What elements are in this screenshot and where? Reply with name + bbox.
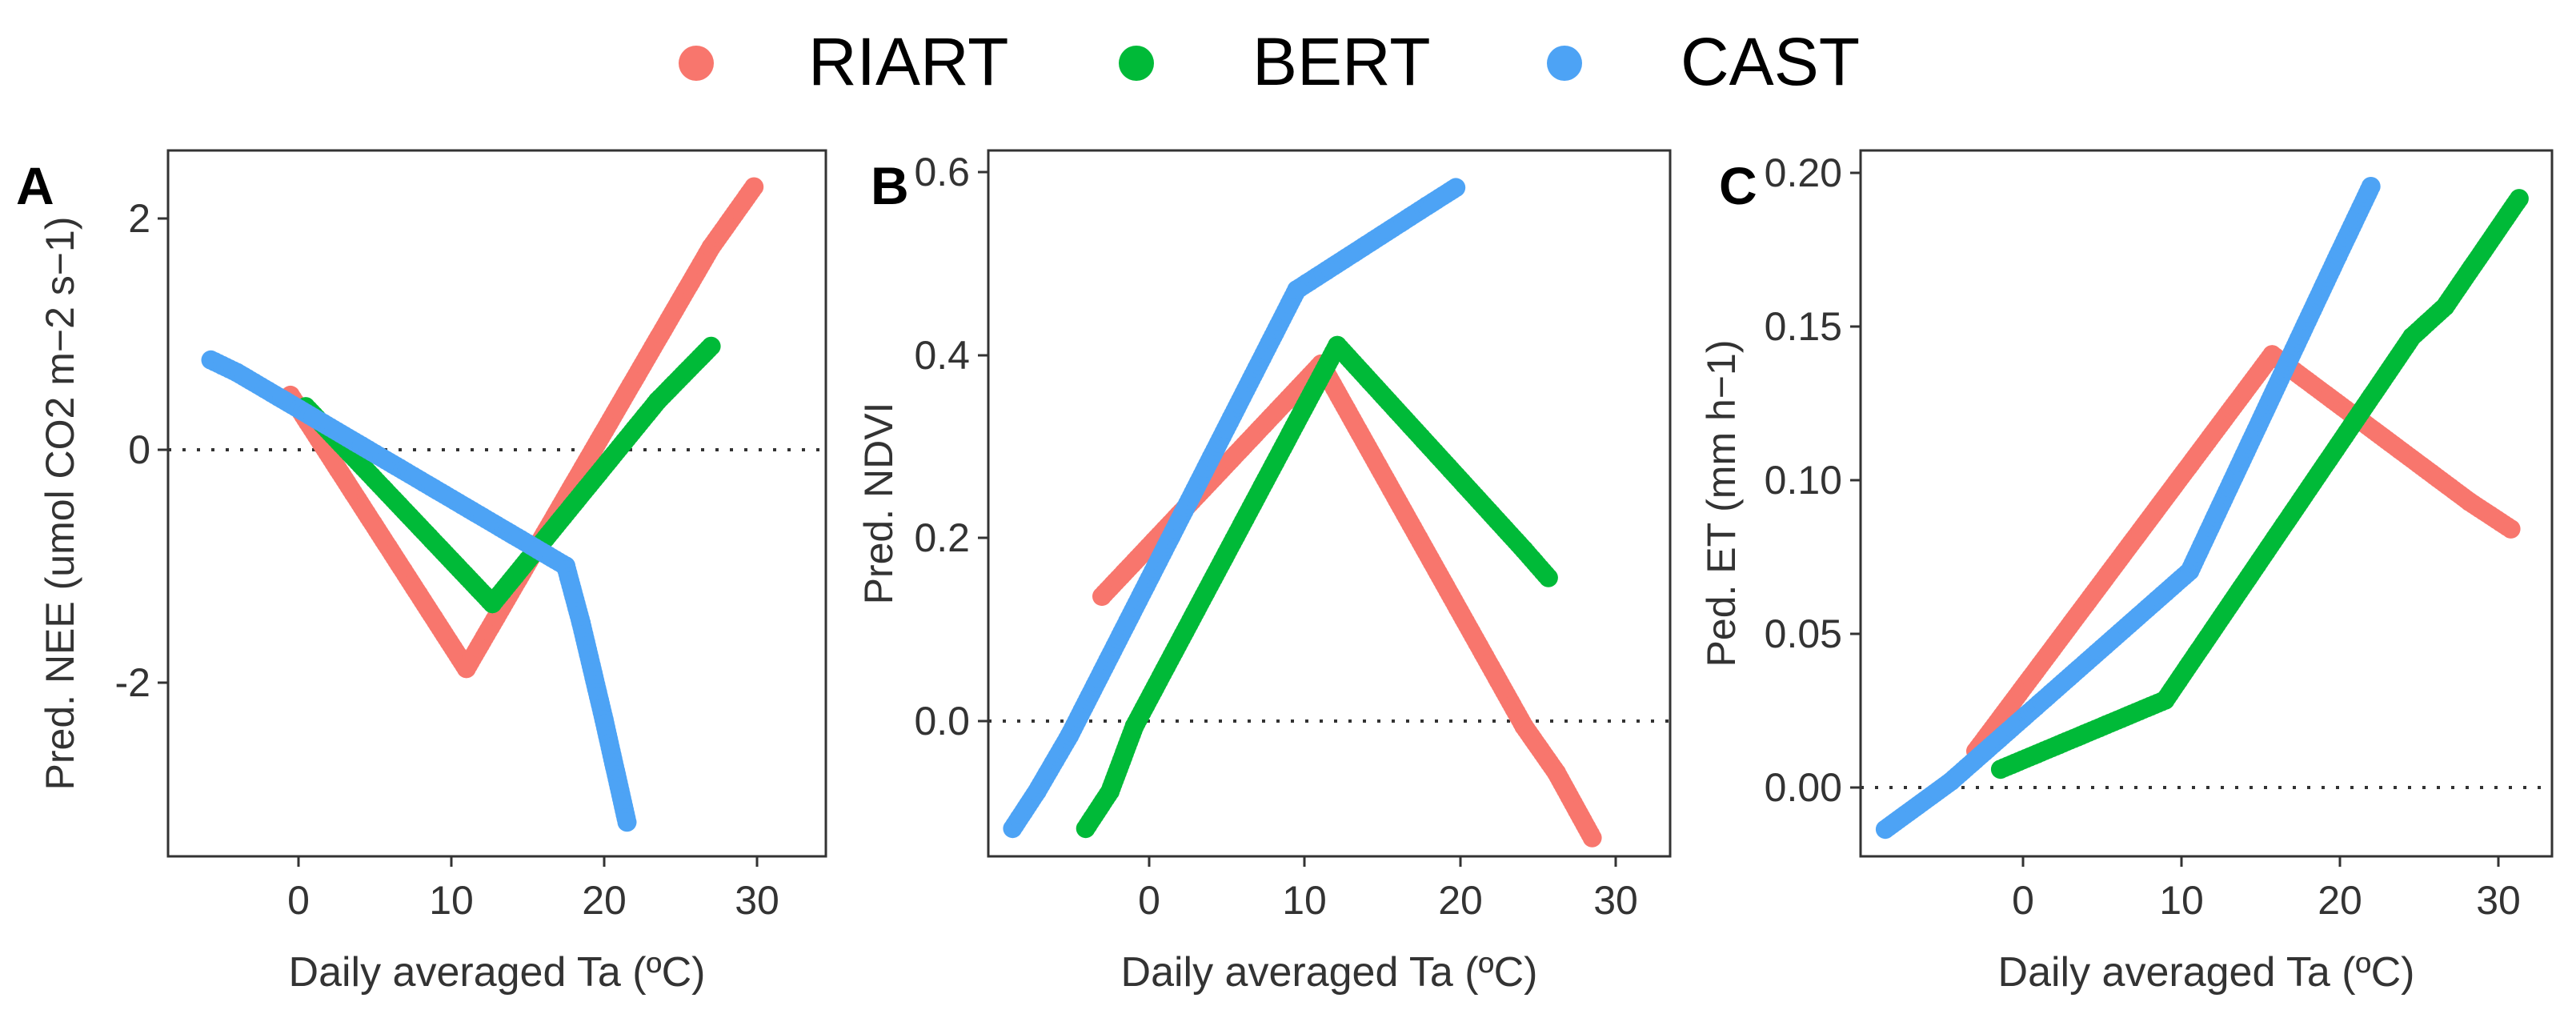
- tick-label-y: 0.2: [914, 515, 970, 560]
- panel-b-letter: B: [871, 156, 909, 215]
- panel-a-x-label: Daily averaged Ta (ºC): [289, 949, 706, 996]
- tick-label-y: 0.6: [914, 150, 970, 194]
- tick-label-x: 20: [2318, 878, 2362, 923]
- tick-label-y: 0.00: [1765, 765, 1842, 810]
- data-point: [2509, 189, 2529, 209]
- tick-label-x: 10: [2159, 878, 2204, 923]
- panel-a-letter: A: [16, 156, 54, 215]
- panel-a-y-label: Pred. NEE (umol CO2 m−2 s−1): [38, 217, 82, 791]
- panel-c: C 0 10 20 30 0.00 0.05 0.10 0.15 0.20 Da…: [1699, 149, 2554, 996]
- series-riart: [1092, 354, 1602, 848]
- tick-label-x: 0: [287, 878, 310, 923]
- tick-label-y: -2: [115, 660, 150, 705]
- series-cast: [1003, 178, 1466, 839]
- data-point: [617, 812, 637, 832]
- tick-label-y: 0.10: [1765, 458, 1842, 503]
- panel-c-y-ticks: 0.00 0.05 0.10 0.15 0.20: [1765, 150, 1861, 810]
- legend-label-cast: CAST: [1681, 24, 1860, 99]
- tick-label-x: 30: [2476, 878, 2521, 923]
- panel-b: B 0 10 20 30 0.6 0.4 0.2 0.0 Daily avera…: [856, 149, 1672, 996]
- tick-label-y: 2: [128, 196, 150, 241]
- data-point: [744, 177, 764, 197]
- tick-label-x: 10: [429, 878, 474, 923]
- data-point: [2361, 177, 2381, 196]
- panel-a-x-ticks: 0 10 20 30: [287, 856, 779, 923]
- data-point: [2501, 519, 2521, 539]
- panel-b-x-ticks: 0 10 20 30: [1138, 856, 1638, 923]
- data-point: [1446, 178, 1466, 198]
- panel-a-series: [201, 177, 764, 832]
- tick-label-y: 0.15: [1765, 304, 1842, 349]
- tick-label-x: 30: [735, 878, 779, 923]
- legend: RIART BERT CAST: [679, 24, 1860, 99]
- panel-c-frame: [1859, 149, 2554, 858]
- series-cast: [201, 350, 637, 832]
- series-bert: [1990, 189, 2529, 780]
- data-point: [1538, 567, 1558, 587]
- series-cast: [1875, 177, 2381, 840]
- tick-label-x: 30: [1593, 878, 1638, 923]
- tick-label-y: 0.05: [1765, 611, 1842, 656]
- panel-a: A 0 10 20 30 2 0 -2 Daily averaged Ta (º…: [16, 149, 827, 996]
- panel-b-series: [1003, 178, 1602, 848]
- tick-label-x: 0: [2012, 878, 2034, 923]
- panel-a-frame: [166, 149, 827, 858]
- panel-b-y-ticks: 0.6 0.4 0.2 0.0: [914, 150, 988, 743]
- panel-a-y-ticks: 2 0 -2: [115, 196, 168, 705]
- tick-label-x: 20: [582, 878, 627, 923]
- legend-label-bert: BERT: [1252, 24, 1431, 99]
- data-point: [1582, 828, 1602, 848]
- panel-c-x-label: Daily averaged Ta (ºC): [1998, 949, 2415, 996]
- tick-label-y: 0.4: [914, 333, 970, 378]
- legend-marker-riart: [679, 46, 714, 81]
- panel-c-y-label: Ped. ET (mm h−1): [1699, 340, 1744, 667]
- tick-label-x: 0: [1138, 878, 1160, 923]
- tick-label-x: 10: [1282, 878, 1327, 923]
- tick-label-y: 0.20: [1765, 150, 1842, 195]
- legend-label-riart: RIART: [808, 24, 1008, 99]
- series-bert: [1076, 335, 1558, 839]
- panel-c-letter: C: [1719, 156, 1757, 215]
- data-point: [701, 336, 721, 356]
- panel-c-x-ticks: 0 10 20 30: [2012, 856, 2521, 923]
- legend-marker-cast: [1547, 46, 1582, 81]
- tick-label-x: 20: [1438, 878, 1483, 923]
- panel-b-x-label: Daily averaged Ta (ºC): [1121, 949, 1538, 996]
- series-riart: [280, 177, 764, 679]
- series-bert: [296, 336, 721, 614]
- legend-marker-bert: [1119, 46, 1154, 81]
- panel-b-frame: [987, 149, 1672, 858]
- tick-label-y: 0.0: [914, 699, 970, 743]
- panel-b-y-label: Pred. NDVI: [856, 403, 901, 605]
- panel-c-series: [1875, 177, 2529, 840]
- tick-label-y: 0: [128, 427, 150, 472]
